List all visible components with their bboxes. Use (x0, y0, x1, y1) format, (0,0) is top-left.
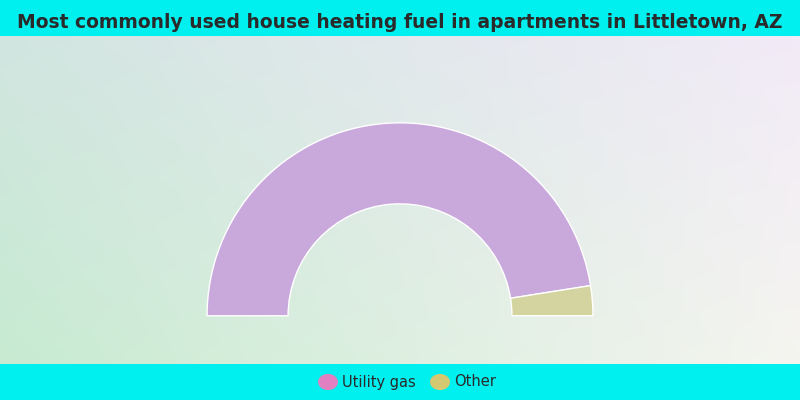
Wedge shape (207, 123, 590, 316)
Text: Most commonly used house heating fuel in apartments in Littletown, AZ: Most commonly used house heating fuel in… (18, 12, 782, 32)
Ellipse shape (318, 374, 338, 390)
Wedge shape (510, 286, 593, 316)
Text: Other: Other (454, 374, 496, 390)
Ellipse shape (430, 374, 450, 390)
Text: Utility gas: Utility gas (342, 374, 416, 390)
